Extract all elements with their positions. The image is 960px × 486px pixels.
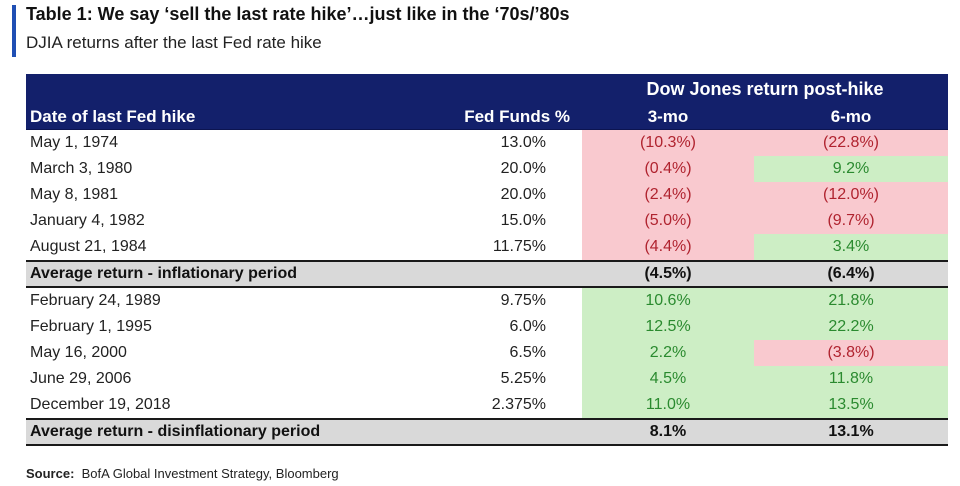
table-body: May 1, 1974 13.0% (10.3%) (22.8%) March 3, 1… [26, 129, 949, 446]
table-row: May 1, 1974 13.0% (10.3%) (22.8%) [26, 129, 949, 156]
hike-date-cell: January 4, 1982 [30, 212, 145, 229]
table-row: May 16, 2000 6.5% 2.2% (3.8%) [26, 340, 949, 366]
header-spacer [406, 74, 582, 104]
hike-date-cell: March 3, 1980 [30, 160, 133, 177]
hike-date-cell: February 1, 1995 [30, 318, 152, 335]
column-header-3mo: 3-mo [582, 104, 754, 130]
hike-date-cell: May 16, 2000 [30, 344, 127, 361]
return-6mo-cell: (9.7%) [754, 208, 949, 234]
return-3mo-cell: 12.5% [582, 314, 754, 340]
fed-funds-cell: 2.375% [491, 396, 546, 413]
table-row: May 8, 1981 20.0% (2.4%) (12.0%) [26, 182, 949, 208]
average-3mo-cell: (4.5%) [582, 260, 754, 288]
average-label-cell: Average return - disinflationary period [26, 418, 406, 446]
return-6mo-cell: 21.8% [754, 287, 949, 314]
average-label-cell: Average return - inflationary period [26, 260, 406, 288]
hike-date-cell: May 1, 1974 [30, 134, 119, 151]
return-6mo-cell: (3.8%) [754, 340, 949, 366]
return-3mo-cell: 2.2% [582, 340, 754, 366]
table-row: February 1, 1995 6.0% 12.5% 22.2% [26, 314, 949, 340]
table-row: March 3, 1980 20.0% (0.4%) 9.2% [26, 156, 949, 182]
column-header-date: Date of last Fed hike [26, 104, 406, 130]
return-6mo-cell: 3.4% [754, 234, 949, 261]
title-accent-bar [12, 5, 16, 57]
fed-funds-cell: 15.0% [500, 212, 546, 229]
return-3mo-cell: (10.3%) [582, 129, 754, 156]
hike-date-cell: June 29, 2006 [30, 370, 132, 387]
return-3mo-cell: (4.4%) [582, 234, 754, 261]
fed-funds-cell: 13.0% [500, 134, 546, 151]
hike-date-cell: May 8, 1981 [30, 186, 119, 203]
return-6mo-cell: (12.0%) [754, 182, 949, 208]
hike-date-cell: February 24, 1989 [30, 292, 161, 309]
table-row: June 29, 2006 5.25% 4.5% 11.8% [26, 366, 949, 392]
fed-funds-cell: 20.0% [500, 186, 546, 203]
return-3mo-cell: (0.4%) [582, 156, 754, 182]
return-3mo-cell: 4.5% [582, 366, 754, 392]
table-row: February 24, 1989 9.75% 10.6% 21.8% [26, 287, 949, 314]
header-spacer [26, 74, 406, 104]
return-6mo-cell: 9.2% [754, 156, 949, 182]
return-6mo-cell: 13.5% [754, 392, 949, 419]
table-title: Table 1: We say ‘sell the last rate hike… [26, 4, 570, 24]
fed-funds-cell: 20.0% [500, 160, 546, 177]
fed-funds-cell: 6.0% [509, 318, 546, 335]
average-row: Average return - inflationary period (4.5… [26, 260, 949, 288]
return-3mo-cell: (5.0%) [582, 208, 754, 234]
fed-funds-cell: 6.5% [509, 344, 546, 361]
average-3mo-cell: 8.1% [582, 418, 754, 446]
table-row: January 4, 1982 15.0% (5.0%) (9.7%) [26, 208, 949, 234]
average-fed-funds-blank [406, 418, 582, 446]
dow-jones-super-header: Dow Jones return post-hike [582, 74, 949, 104]
source-note: Source: BofA Global Investment Strategy,… [26, 466, 339, 481]
average-6mo-cell: (6.4%) [754, 260, 949, 288]
return-3mo-cell: 10.6% [582, 287, 754, 314]
hike-date-cell: August 21, 1984 [30, 238, 147, 255]
average-6mo-cell: 13.1% [754, 418, 949, 446]
table-subtitle: DJIA returns after the last Fed rate hik… [26, 33, 322, 52]
return-6mo-cell: 11.8% [754, 366, 949, 392]
return-6mo-cell: (22.8%) [754, 129, 949, 156]
column-header-fed-funds: Fed Funds % [406, 104, 582, 130]
fed-funds-cell: 9.75% [500, 292, 546, 309]
average-row: Average return - disinflationary period 8… [26, 418, 949, 446]
fed-funds-cell: 5.25% [500, 370, 546, 387]
fed-funds-cell: 11.75% [492, 238, 546, 255]
hike-date-cell: December 19, 2018 [30, 396, 171, 413]
table-row: August 21, 1984 11.75% (4.4%) 3.4% [26, 234, 949, 261]
source-text: BofA Global Investment Strategy, Bloombe… [81, 466, 339, 481]
column-header-6mo: 6-mo [754, 104, 949, 130]
source-label: Source: [26, 466, 75, 481]
return-6mo-cell: 22.2% [754, 314, 949, 340]
return-3mo-cell: (2.4%) [582, 182, 754, 208]
return-3mo-cell: 11.0% [582, 392, 754, 419]
average-fed-funds-blank [406, 260, 582, 288]
djia-returns-table: Dow Jones return post-hike Date of last … [26, 74, 949, 446]
table-row: December 19, 2018 2.375% 11.0% 13.5% [26, 392, 949, 419]
